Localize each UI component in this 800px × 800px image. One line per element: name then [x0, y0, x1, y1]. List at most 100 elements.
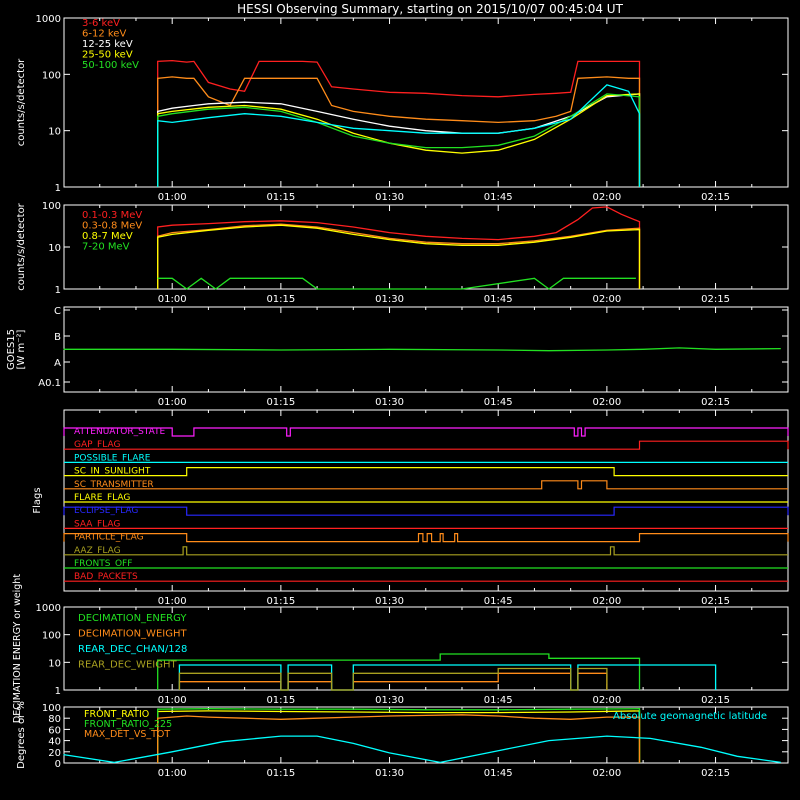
latitude-annotation: Absolute geomagnetic latitude — [613, 711, 767, 722]
decimation-y-tick-label: 10 — [48, 658, 61, 669]
goes-y-tick-label: A0.1 — [38, 378, 61, 389]
series-3-6-kev — [157, 59, 641, 187]
flag-trace-eclipse-flag — [63, 506, 789, 516]
legend-6-12-kev: 6-12 keV — [82, 29, 126, 40]
ratios-y-tick-label: 20 — [48, 748, 61, 759]
series-front-ratio — [157, 710, 641, 763]
ratios-y-tick-label: 80 — [48, 714, 61, 725]
goes-y-tick-label: A — [54, 358, 61, 369]
ratios-x-tick-label: 01:30 — [375, 768, 404, 779]
goes-x-tick-label: 01:45 — [484, 397, 513, 408]
flag-trace-gap-flag — [64, 440, 789, 450]
series-decimation-energy — [157, 653, 641, 690]
flag-label-saa-flag: SAA_FLAG — [74, 519, 120, 529]
low-energy-y-tick-label: 100 — [42, 70, 61, 81]
flags-x-tick-label: 02:00 — [592, 596, 621, 607]
legend-0-8-7-mev: 0.8-7 MeV — [82, 231, 133, 242]
flag-label-attenuator-state: ATTENUATOR_STATE — [74, 427, 166, 437]
flag-label-particle-flag: PARTICLE_FLAG — [74, 533, 144, 543]
flag-trace-sc-in-sunlight — [64, 467, 788, 477]
ratios-y-tick-label: 100 — [42, 703, 61, 714]
legend-front-ratio-225: FRONT_RATIO_225 — [84, 719, 172, 730]
legend-rear-dec-weight: REAR_DEC_WEIGHT — [78, 660, 177, 671]
legend-12-25-kev: 12-25 keV — [82, 39, 133, 50]
flags-x-tick-label: 01:30 — [375, 596, 404, 607]
series-rear-dec-weight — [178, 667, 608, 691]
flag-trace-attenuator-state — [63, 427, 789, 437]
legend-decimation-energy: DECIMATION_ENERGY — [78, 613, 187, 624]
flag-label-aaz-flag: AAZ_FLAG — [74, 546, 121, 556]
decimation-x-tick-label: 01:00 — [158, 695, 187, 706]
high-energy-x-tick-label: 01:00 — [158, 294, 187, 305]
flag-label-gap-flag: GAP_FLAG — [74, 440, 120, 450]
flags-frame — [63, 409, 789, 592]
goes-x-tick-label: 02:15 — [701, 397, 730, 408]
high-energy-frame — [63, 204, 789, 290]
ratios-y-tick-label: 60 — [48, 725, 61, 736]
low-energy-frame — [63, 17, 789, 188]
low-energy-y-axis-label: counts/s/detector — [16, 58, 27, 146]
flag-trace-particle-flag — [63, 533, 789, 543]
legend-25-50-kev: 25-50 keV — [82, 50, 133, 61]
series-goes15 — [63, 347, 781, 352]
legend-3-6-kev: 3-6 keV — [82, 18, 120, 29]
high-energy-y-axis-label: counts/s/detector — [16, 202, 27, 290]
low-energy-x-tick-label: 01:30 — [375, 192, 404, 203]
series-rear-dec-chan-128 — [178, 664, 717, 691]
legend-0-1-0-3-mev: 0.1-0.3 MeV — [82, 210, 142, 221]
low-energy-x-tick-label: 01:45 — [484, 192, 513, 203]
series-7-20-mev — [157, 277, 636, 290]
flags-x-tick-label: 02:15 — [701, 596, 730, 607]
series-50-100-kev — [157, 93, 641, 187]
series-6-12-kev — [157, 76, 641, 187]
chart-title: HESSI Observing Summary, starting on 201… — [237, 2, 623, 16]
series-0-3-0-8-mev — [157, 223, 641, 289]
goes-y-axis-label: GOES15 — [6, 329, 17, 370]
flag-label-bad-packets: BAD_PACKETS — [74, 572, 138, 582]
series-low-energy-5 — [157, 84, 641, 187]
high-energy-x-tick-label: 02:00 — [592, 294, 621, 305]
flag-trace-sc-transmitter — [64, 480, 788, 490]
ratios-y-tick-label: 40 — [48, 737, 61, 748]
high-energy-x-tick-label: 01:30 — [375, 294, 404, 305]
decimation-x-tick-label: 01:45 — [484, 695, 513, 706]
ratios-x-tick-label: 02:00 — [592, 768, 621, 779]
decimation-y-axis-label: DECIMATION ENERGY or weight — [12, 574, 23, 723]
high-energy-x-tick-label: 02:15 — [701, 294, 730, 305]
series-max-det-vs-tot — [157, 714, 641, 763]
legend-50-100-kev: 50-100 keV — [82, 60, 139, 71]
flag-label-eclipse-flag: ECLIPSE_FLAG — [74, 506, 138, 516]
decimation-x-tick-label: 02:15 — [701, 695, 730, 706]
flag-trace-aaz-flag — [64, 546, 788, 556]
series-ratios-3 — [63, 735, 781, 764]
decimation-y-tick-label: 100 — [42, 631, 61, 642]
legend-rear-dec-chan-128: REAR_DEC_CHAN/128 — [78, 644, 187, 655]
goes-x-tick-label: 01:15 — [266, 397, 295, 408]
ratios-x-tick-label: 01:00 — [158, 768, 187, 779]
ratios-y-axis-label: Degrees or % — [16, 701, 27, 769]
legend-0-3-0-8-mev: 0.3-0.8 MeV — [82, 221, 142, 232]
decimation-x-tick-label: 01:15 — [266, 695, 295, 706]
goes-y-tick-label: B — [54, 332, 61, 343]
high-energy-y-tick-label: 10 — [48, 243, 61, 254]
low-energy-x-tick-label: 01:00 — [158, 192, 187, 203]
decimation-y-tick-label: 1 — [55, 686, 61, 697]
ratios-x-tick-label: 01:15 — [266, 768, 295, 779]
ratios-y-tick-label: 0 — [55, 759, 61, 770]
goes-y-axis-label: [W m⁻²] — [16, 329, 27, 369]
flag-label-flare-flag: FLARE_FLAG — [74, 493, 130, 503]
panels: 01:00 01:15 01:30 01:45 02:00 02:151101001000… — [6, 14, 789, 779]
series-decimation-weight — [178, 672, 608, 691]
flag-label-sc-in-sunlight: SC_IN_SUNLIGHT — [74, 467, 151, 477]
low-energy-x-tick-label: 02:00 — [592, 192, 621, 203]
decimation-x-tick-label: 01:30 — [375, 695, 404, 706]
flag-label-fronts-off: FRONTS_OFF — [74, 559, 132, 569]
decimation-y-tick-label: 1000 — [36, 603, 61, 614]
decimation-x-tick-label: 02:00 — [592, 695, 621, 706]
flags-y-axis-label: Flags — [32, 487, 43, 513]
goes-y-tick-label: C — [54, 306, 61, 317]
series-0-8-7-mev — [157, 224, 641, 289]
flags-x-tick-label: 01:45 — [484, 596, 513, 607]
